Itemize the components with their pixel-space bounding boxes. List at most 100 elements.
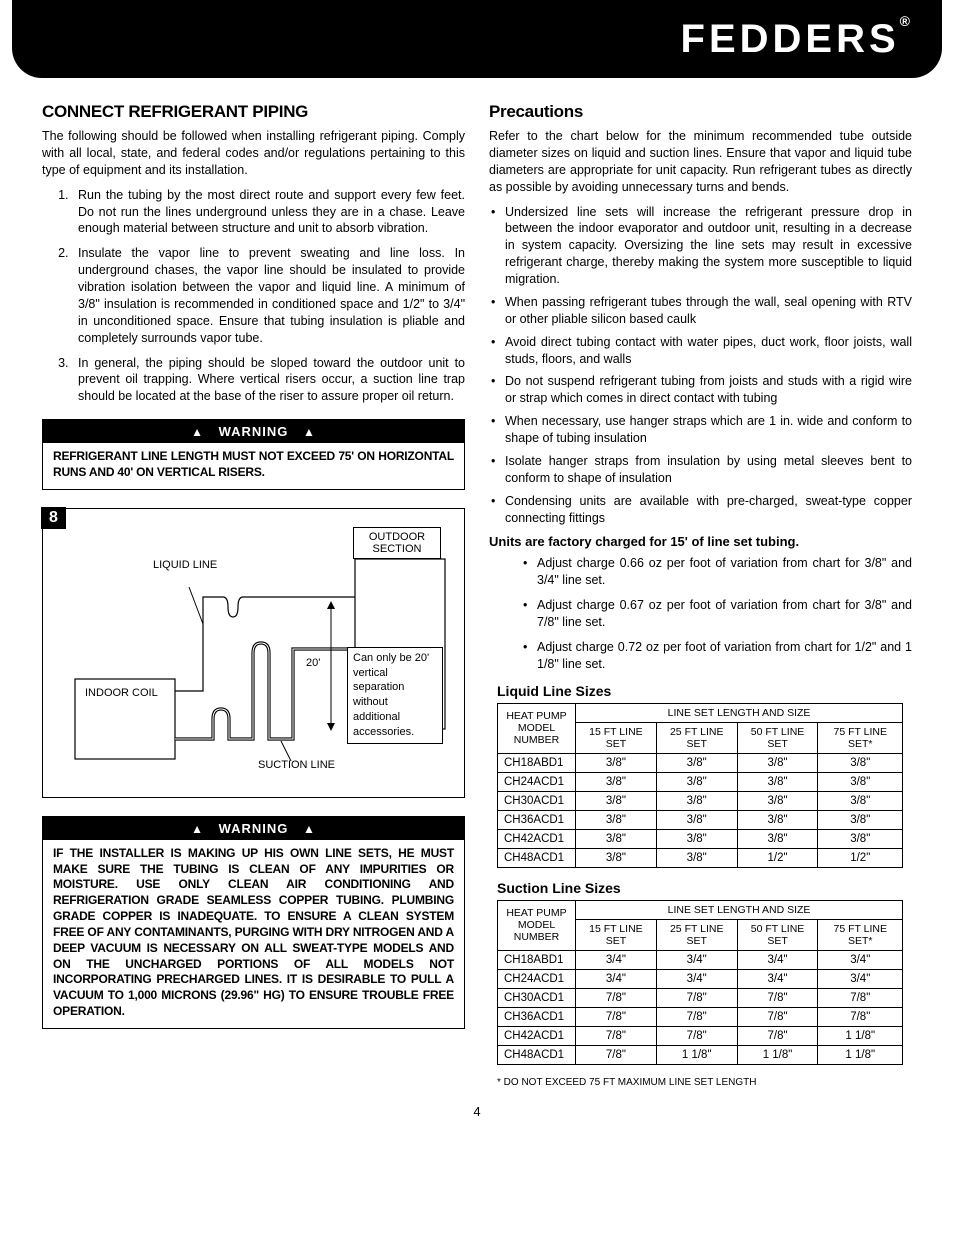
- table-row: CH30ACD17/8"7/8"7/8"7/8": [498, 989, 903, 1008]
- cell-value: 7/8": [737, 1027, 818, 1046]
- cell-value: 3/8": [576, 791, 657, 810]
- precautions-heading: Precautions: [489, 102, 912, 122]
- cell-value: 3/4": [656, 970, 737, 989]
- table-row: CH18ABD13/8"3/8"3/8"3/8": [498, 753, 903, 772]
- table-row: CH48ACD13/8"3/8"1/2"1/2": [498, 848, 903, 867]
- diagram-figure: 8 OUTDOOR SECTION LIQ: [42, 508, 465, 798]
- cell-value: 3/8": [818, 791, 903, 810]
- step-2: Insulate the vapor line to prevent sweat…: [72, 245, 465, 346]
- label-liquid: LIQUID LINE: [153, 559, 217, 571]
- cell-value: 3/8": [737, 753, 818, 772]
- bullet: Avoid direct tubing contact with water p…: [489, 334, 912, 368]
- cell-value: 3/8": [656, 791, 737, 810]
- cell-model: CH42ACD1: [498, 829, 576, 848]
- cell-value: 3/8": [656, 829, 737, 848]
- page-number: 4: [0, 1104, 954, 1119]
- col-25: 25 FT LINE SET: [656, 919, 737, 950]
- cell-value: 7/8": [576, 989, 657, 1008]
- bullet: Undersized line sets will increase the r…: [489, 204, 912, 288]
- adjust-item: Adjust charge 0.67 oz per foot of variat…: [521, 597, 912, 631]
- install-steps: Run the tubing by the most direct route …: [42, 187, 465, 406]
- suction-line-table: HEAT PUMP MODEL NUMBER LINE SET LENGTH A…: [497, 900, 903, 1065]
- right-column: Precautions Refer to the chart below for…: [489, 102, 912, 1088]
- suction-table-title: Suction Line Sizes: [497, 880, 912, 896]
- col-model: HEAT PUMP MODEL NUMBER: [498, 703, 576, 753]
- warning-icon: ▲: [191, 822, 204, 836]
- cell-value: 3/4": [656, 951, 737, 970]
- precautions-intro: Refer to the chart below for the minimum…: [489, 128, 912, 196]
- cell-value: 3/4": [737, 970, 818, 989]
- warning-body-2: IF THE INSTALLER IS MAKING UP HIS OWN LI…: [43, 840, 464, 1028]
- cell-model: CH48ACD1: [498, 848, 576, 867]
- cell-value: 7/8": [576, 1027, 657, 1046]
- col-15: 15 FT LINE SET: [576, 919, 657, 950]
- cell-model: CH48ACD1: [498, 1046, 576, 1065]
- col-25: 25 FT LINE SET: [656, 722, 737, 753]
- connect-intro: The following should be followed when in…: [42, 128, 465, 179]
- table-row: CH42ACD17/8"7/8"7/8"1 1/8": [498, 1027, 903, 1046]
- cell-value: 3/8": [737, 791, 818, 810]
- cell-value: 3/8": [576, 829, 657, 848]
- cell-value: 3/8": [576, 848, 657, 867]
- warning-icon: ▲: [303, 425, 316, 439]
- adjust-item: Adjust charge 0.66 oz per foot of variat…: [521, 555, 912, 589]
- adjustments-list: Adjust charge 0.66 oz per foot of variat…: [489, 555, 912, 672]
- cell-value: 3/8": [818, 753, 903, 772]
- cell-model: CH30ACD1: [498, 989, 576, 1008]
- cell-value: 3/8": [818, 772, 903, 791]
- brand-logo: FEDDERS®: [681, 17, 914, 62]
- cell-value: 1 1/8": [818, 1027, 903, 1046]
- col-50: 50 FT LINE SET: [737, 919, 818, 950]
- bullet: When passing refrigerant tubes through t…: [489, 294, 912, 328]
- cell-value: 3/8": [737, 772, 818, 791]
- label-suction: SUCTION LINE: [258, 759, 335, 771]
- col-15: 15 FT LINE SET: [576, 722, 657, 753]
- cell-model: CH30ACD1: [498, 791, 576, 810]
- suction-tbody: CH18ABD13/4"3/4"3/4"3/4"CH24ACD13/4"3/4"…: [498, 951, 903, 1065]
- cell-value: 7/8": [737, 989, 818, 1008]
- cell-value: 3/8": [576, 810, 657, 829]
- cell-value: 7/8": [818, 989, 903, 1008]
- liquid-line-table: HEAT PUMP MODEL NUMBER LINE SET LENGTH A…: [497, 703, 903, 868]
- cell-model: CH36ACD1: [498, 810, 576, 829]
- table-row: CH36ACD17/8"7/8"7/8"7/8": [498, 1008, 903, 1027]
- cell-model: CH36ACD1: [498, 1008, 576, 1027]
- registered-mark: ®: [900, 13, 914, 29]
- connect-heading: CONNECT REFRIGERANT PIPING: [42, 102, 465, 122]
- step-3: In general, the piping should be sloped …: [72, 355, 465, 406]
- liquid-tbody: CH18ABD13/8"3/8"3/8"3/8"CH24ACD13/8"3/8"…: [498, 753, 903, 867]
- cell-value: 3/4": [818, 970, 903, 989]
- cell-value: 3/4": [576, 951, 657, 970]
- cell-value: 3/8": [656, 772, 737, 791]
- cell-model: CH24ACD1: [498, 970, 576, 989]
- cell-value: 3/8": [818, 810, 903, 829]
- content-columns: CONNECT REFRIGERANT PIPING The following…: [0, 78, 954, 1088]
- warning-box-1: ▲ WARNING ▲ REFRIGERANT LINE LENGTH MUST…: [42, 419, 465, 490]
- label-twenty: 20': [306, 657, 320, 669]
- cell-model: CH18ABD1: [498, 951, 576, 970]
- label-indoor: INDOOR COIL: [85, 687, 158, 699]
- bullet: Do not suspend refrigerant tubing from j…: [489, 373, 912, 407]
- table-row: CH30ACD13/8"3/8"3/8"3/8": [498, 791, 903, 810]
- precautions-list: Undersized line sets will increase the r…: [489, 204, 912, 527]
- col-model: HEAT PUMP MODEL NUMBER: [498, 900, 576, 950]
- factory-charge-note: Units are factory charged for 15' of lin…: [489, 534, 912, 549]
- brand-text: FEDDERS: [681, 17, 900, 62]
- left-column: CONNECT REFRIGERANT PIPING The following…: [42, 102, 465, 1088]
- cell-value: 3/8": [656, 753, 737, 772]
- cell-value: 3/8": [656, 848, 737, 867]
- warning-icon: ▲: [303, 822, 316, 836]
- cell-value: 1 1/8": [737, 1046, 818, 1065]
- cell-value: 3/4": [576, 970, 657, 989]
- step-1: Run the tubing by the most direct route …: [72, 187, 465, 238]
- cell-value: 7/8": [737, 1008, 818, 1027]
- table-row: CH24ACD13/8"3/8"3/8"3/8": [498, 772, 903, 791]
- cell-model: CH18ABD1: [498, 753, 576, 772]
- cell-value: 1/2": [737, 848, 818, 867]
- cell-value: 7/8": [656, 1008, 737, 1027]
- col-75: 75 FT LINE SET*: [818, 722, 903, 753]
- bullet: Isolate hanger straps from insulation by…: [489, 453, 912, 487]
- adjust-item: Adjust charge 0.72 oz per foot of variat…: [521, 639, 912, 673]
- warning-body-1: REFRIGERANT LINE LENGTH MUST NOT EXCEED …: [43, 443, 464, 489]
- cell-value: 1/2": [818, 848, 903, 867]
